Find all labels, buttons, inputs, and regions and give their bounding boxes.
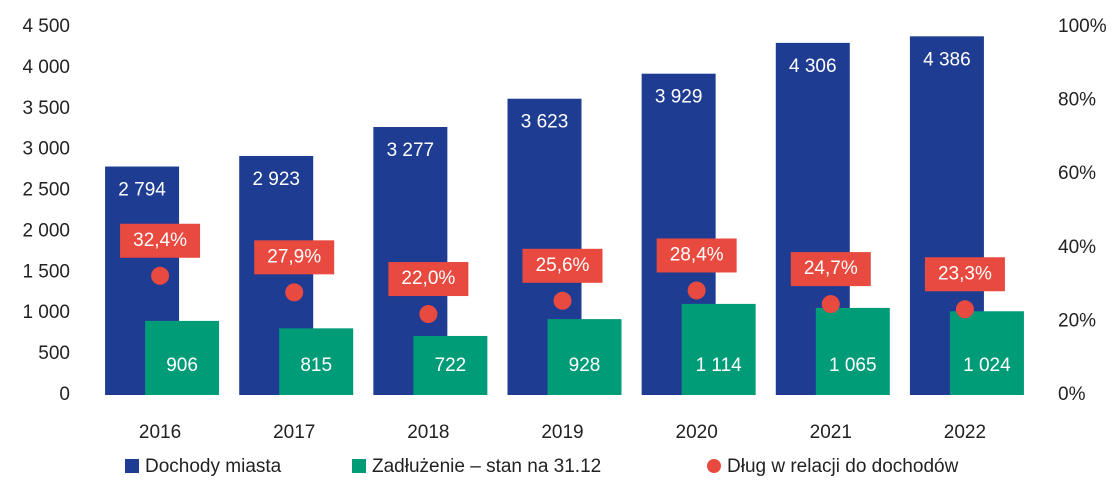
x-tick-label: 2018 xyxy=(407,422,449,443)
x-tick-label: 2020 xyxy=(676,422,718,443)
y2-tick-label: 0% xyxy=(1058,384,1086,405)
bar xyxy=(547,319,622,395)
value-label-box xyxy=(254,240,335,275)
bar xyxy=(145,320,220,395)
legend-swatch xyxy=(125,459,139,473)
value-label: 2 923 xyxy=(252,169,300,190)
value-label: 23,3% xyxy=(938,263,992,284)
y-tick-label: 4 500 xyxy=(22,16,70,37)
dot xyxy=(955,300,974,319)
y2-tick-label: 80% xyxy=(1058,90,1096,111)
y-tick-label: 500 xyxy=(38,343,70,364)
value-label-box xyxy=(924,257,1005,292)
value-label-box xyxy=(388,262,469,297)
bar xyxy=(681,303,756,395)
value-label: 906 xyxy=(166,355,198,376)
y-tick-label: 2 000 xyxy=(22,220,70,241)
bar xyxy=(949,311,1024,395)
value-label-box xyxy=(522,248,603,283)
value-label: 3 277 xyxy=(387,140,435,161)
bar xyxy=(279,328,354,395)
legend-swatch xyxy=(707,459,721,473)
value-label: 722 xyxy=(435,355,467,376)
dot xyxy=(285,283,304,302)
value-label: 27,9% xyxy=(267,246,321,267)
bar xyxy=(815,307,890,395)
value-label: 1 114 xyxy=(696,355,743,376)
y-tick-label: 1 000 xyxy=(22,302,70,323)
y2-tick-label: 20% xyxy=(1058,310,1096,331)
dot xyxy=(419,305,438,324)
value-label: 3 623 xyxy=(521,112,569,133)
value-label: 4 386 xyxy=(923,49,971,70)
y-tick-label: 1 500 xyxy=(22,261,70,282)
legend-label: Dług w relacji do dochodów xyxy=(727,456,959,477)
y2-tick-label: 60% xyxy=(1058,163,1096,184)
dot xyxy=(687,281,706,300)
value-label: 3 929 xyxy=(655,87,703,108)
legend-swatch xyxy=(352,459,366,473)
bar xyxy=(413,335,488,395)
value-label: 25,6% xyxy=(536,255,590,276)
value-label-box xyxy=(790,252,871,287)
y-tick-label: 4 000 xyxy=(22,57,70,78)
y-tick-label: 3 500 xyxy=(22,98,70,119)
y2-tick-label: 40% xyxy=(1058,237,1096,258)
dot xyxy=(151,266,170,285)
value-label: 4 306 xyxy=(789,56,837,77)
y-tick-label: 3 000 xyxy=(22,139,70,160)
value-label: 928 xyxy=(569,355,601,376)
value-label: 1 065 xyxy=(829,355,877,376)
value-label: 1 024 xyxy=(963,355,1011,376)
value-label: 22,0% xyxy=(401,268,455,289)
x-tick-label: 2017 xyxy=(273,422,315,443)
y-tick-label: 0 xyxy=(59,384,70,405)
value-label: 32,4% xyxy=(133,230,187,251)
value-label-box xyxy=(656,238,737,273)
x-tick-label: 2022 xyxy=(944,422,986,443)
dot xyxy=(821,295,840,314)
value-label: 28,4% xyxy=(670,245,724,266)
value-label: 2 794 xyxy=(118,180,166,201)
legend-label: Zadłużenie – stan na 31.12 xyxy=(372,456,601,477)
x-tick-label: 2019 xyxy=(541,422,583,443)
legend-label: Dochody miasta xyxy=(145,456,282,477)
value-label-box xyxy=(120,223,201,258)
x-tick-label: 2021 xyxy=(810,422,852,443)
value-label: 815 xyxy=(300,355,332,376)
dot xyxy=(553,291,572,310)
y2-tick-label: 100% xyxy=(1058,16,1107,37)
x-tick-label: 2016 xyxy=(139,422,181,443)
value-label: 24,7% xyxy=(804,258,858,279)
y-tick-label: 2 500 xyxy=(22,180,70,201)
